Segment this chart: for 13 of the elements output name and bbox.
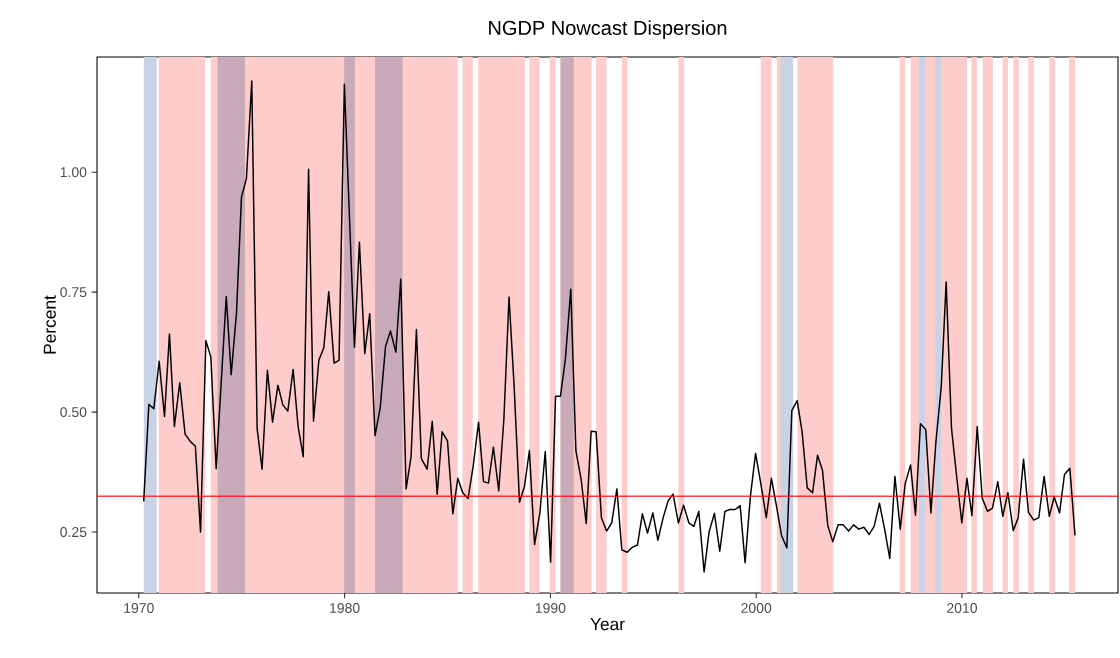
y-axis-title: Percent	[43, 295, 56, 354]
x-tick-label: 1990	[535, 603, 566, 613]
line-series	[142, 80, 1076, 573]
x-axis-title: Year	[590, 618, 625, 631]
x-tick-label: 2000	[741, 603, 772, 613]
x-tick-label: 1980	[330, 603, 360, 613]
chart-title: NGDP Nowcast Dispersion	[489, 20, 727, 39]
y-tick-label: 0.50	[60, 407, 87, 418]
x-tick-label: 1970	[124, 603, 154, 613]
y-tick-label: 1.00	[60, 167, 87, 178]
x-tick-label: 2010	[947, 603, 978, 613]
y-tick-label: 0.75	[60, 287, 87, 298]
y-tick-label: 0.25	[60, 527, 87, 538]
